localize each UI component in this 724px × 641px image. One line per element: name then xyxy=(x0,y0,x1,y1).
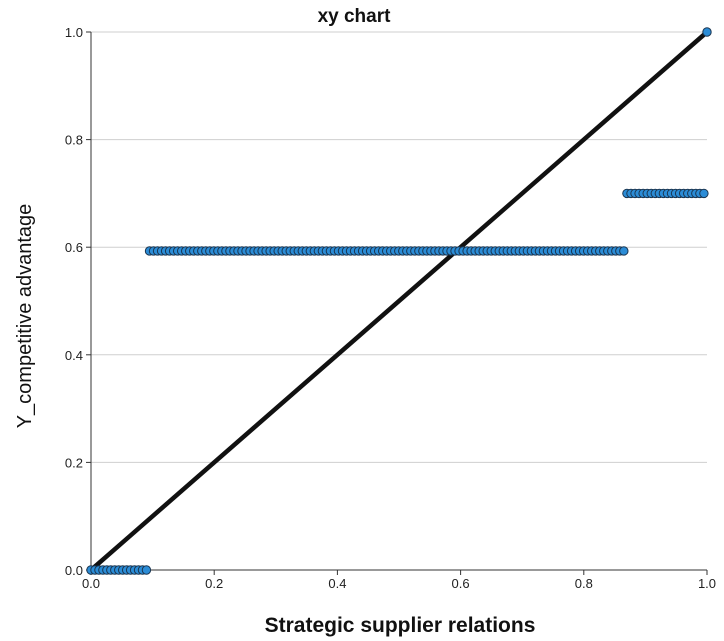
y-tick-label: 0.2 xyxy=(65,455,83,470)
data-point xyxy=(699,188,709,199)
x-tick-label: 1.0 xyxy=(698,576,716,591)
y-tick-label: 0.0 xyxy=(65,563,83,578)
reference-line xyxy=(88,29,710,573)
y-tick-label: 1.0 xyxy=(65,25,83,40)
x-ticks: 0.0 0.2 0.4 0.6 0.8 1.0 xyxy=(82,570,716,591)
data-point xyxy=(702,27,712,37)
x-tick-label: 0.8 xyxy=(575,576,593,591)
data-point xyxy=(619,246,629,256)
y-ticks: 0.0 0.2 0.4 0.6 0.8 1.0 xyxy=(65,25,91,578)
x-tick-label: 0.0 xyxy=(82,576,100,591)
y-tick-label: 0.6 xyxy=(65,240,83,255)
diagonal-reference-line xyxy=(88,29,710,573)
x-axis-label: Strategic supplier relations xyxy=(265,614,536,637)
x-tick-label: 0.4 xyxy=(328,576,346,591)
data-point xyxy=(141,565,152,575)
x-tick-label: 0.2 xyxy=(205,576,223,591)
y-tick-label: 0.8 xyxy=(65,133,83,148)
chart-title: xy chart xyxy=(318,6,392,27)
y-axis-label: Y_competitive advantage xyxy=(14,204,36,429)
y-tick-label: 0.4 xyxy=(65,348,83,363)
axes xyxy=(90,32,707,571)
data-points xyxy=(86,27,712,575)
x-tick-label: 0.6 xyxy=(452,576,470,591)
